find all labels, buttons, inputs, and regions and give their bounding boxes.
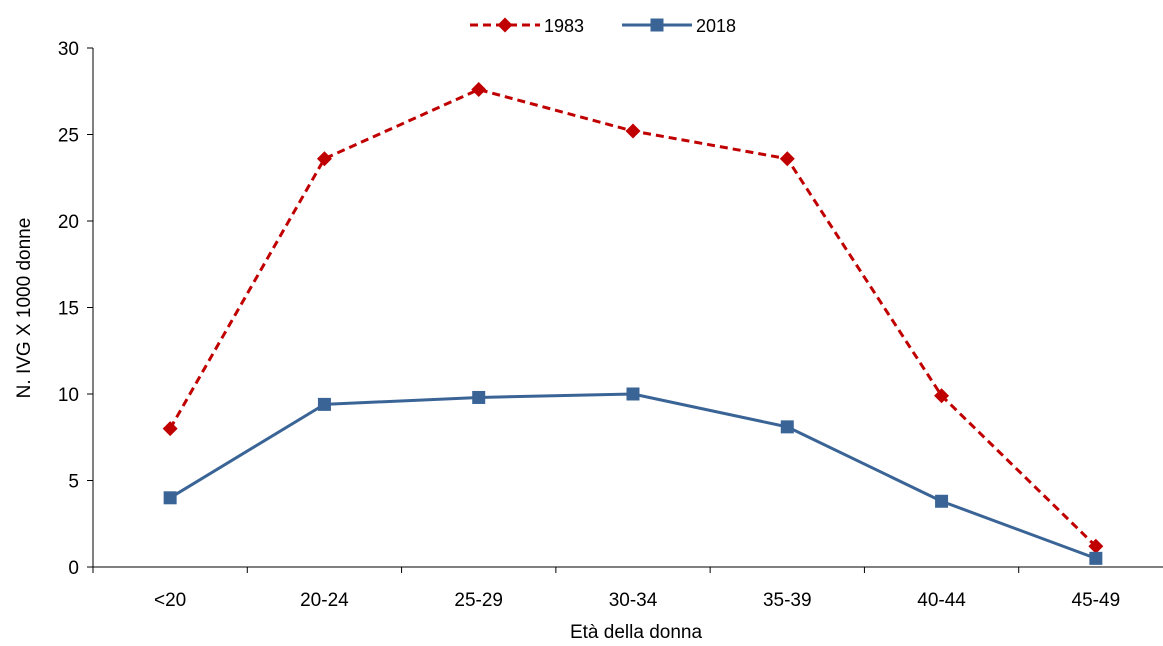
y-tick-label: 20: [58, 212, 79, 233]
x-tick-label: 30-34: [609, 590, 658, 611]
x-axis-title: Età della donna: [570, 622, 702, 643]
x-tick-label: 35-39: [763, 590, 812, 611]
data-point: [781, 420, 794, 433]
data-point: [318, 398, 331, 411]
y-axis: 0 5 10 15 20 25 30: [58, 39, 93, 579]
x-tick-label: 45-49: [1072, 590, 1121, 611]
legend-label: 2018: [696, 16, 736, 36]
y-tick-label: 10: [58, 385, 79, 406]
series-layer: [163, 82, 1104, 565]
data-point: [627, 388, 640, 401]
x-tick-label: 25-29: [454, 590, 503, 611]
legend: 1983 2018: [470, 16, 736, 36]
data-point: [317, 151, 332, 166]
legend-marker: [498, 18, 513, 33]
y-tick-label: 0: [68, 558, 79, 579]
legend-label: 1983: [544, 16, 584, 36]
y-axis-title: N. IVG X 1000 donne: [14, 218, 35, 399]
data-point: [472, 391, 485, 404]
x-tick-label: 20-24: [300, 590, 349, 611]
legend-item-1983: 1983: [470, 16, 584, 36]
data-point: [935, 495, 948, 508]
data-point: [1089, 552, 1102, 565]
legend-marker: [651, 19, 664, 32]
y-tick-label: 15: [58, 299, 79, 320]
data-point: [163, 421, 178, 436]
legend-item-2018: 2018: [622, 16, 736, 36]
data-point: [471, 82, 486, 97]
y-tick-label: 30: [58, 39, 79, 60]
series-line-2018: [170, 394, 1096, 558]
data-point: [164, 491, 177, 504]
x-tick-label: <20: [154, 590, 186, 611]
y-tick-label: 25: [58, 126, 79, 147]
x-tick-label: 40-44: [917, 590, 966, 611]
data-point: [780, 151, 795, 166]
x-axis: <20 20-24 25-29 30-34 35-39 40-44 45-49: [93, 567, 1163, 611]
series-line-1983: [170, 90, 1096, 547]
data-point: [626, 124, 641, 139]
y-tick-label: 5: [68, 472, 79, 493]
series-1983: [163, 82, 1104, 554]
